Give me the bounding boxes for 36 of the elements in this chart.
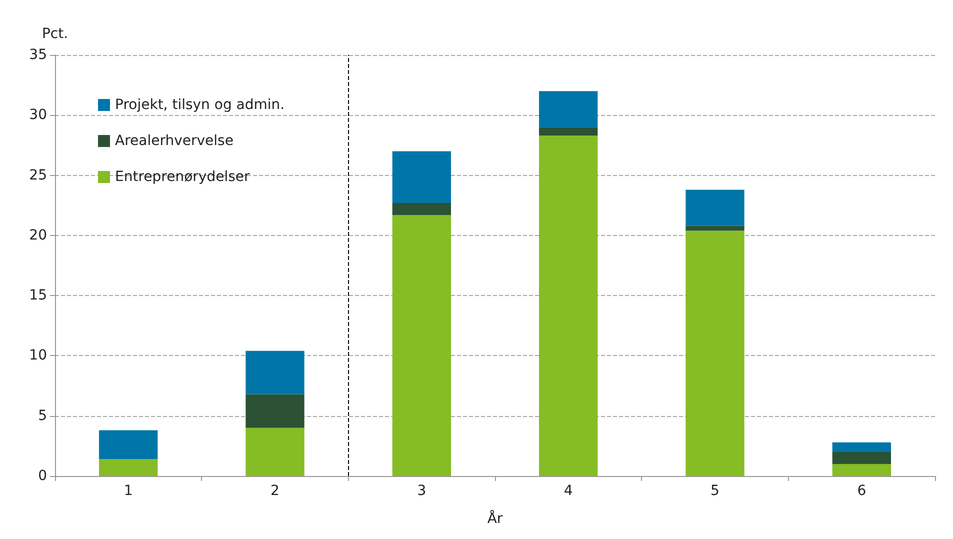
- y-tick-label: 0: [38, 468, 47, 484]
- bar: [539, 136, 598, 476]
- bar: [539, 91, 598, 128]
- x-axis-title: År: [487, 510, 503, 527]
- y-tick-label: 25: [29, 167, 47, 184]
- x-tick-label: 3: [417, 483, 426, 499]
- bar: [686, 230, 744, 476]
- bar: [392, 151, 451, 203]
- bar: [686, 190, 744, 226]
- x-tick-label: 4: [564, 483, 573, 499]
- legend-label: Projekt, tilsyn og admin.: [115, 97, 285, 113]
- x-tick-label: 6: [857, 483, 866, 499]
- bar: [392, 214, 451, 476]
- legend-label: Entreprenørydelser: [115, 169, 250, 185]
- bar: [246, 350, 304, 394]
- y-axis-title: Pct.: [42, 26, 68, 42]
- bar: [686, 226, 744, 231]
- y-tick-label: 10: [29, 348, 47, 364]
- y-tick-label: 15: [29, 288, 47, 304]
- bar: [832, 452, 891, 464]
- bar: [99, 430, 158, 460]
- bar: [392, 202, 451, 215]
- x-tick-label: 1: [124, 483, 133, 499]
- y-tick-label: 35: [29, 47, 47, 63]
- bar: [246, 394, 304, 428]
- legend-label: Arealerhvervelse: [115, 133, 234, 149]
- bar: [539, 127, 598, 136]
- bar: [832, 464, 891, 476]
- x-tick-label: 5: [710, 483, 720, 499]
- bar: [832, 442, 891, 452]
- bar: [99, 459, 158, 476]
- bar: [246, 428, 304, 476]
- x-tick-label: 2: [270, 483, 280, 499]
- y-tick-label: 5: [38, 408, 47, 424]
- y-tick-label: 20: [29, 227, 47, 244]
- y-tick-label: 30: [29, 107, 47, 124]
